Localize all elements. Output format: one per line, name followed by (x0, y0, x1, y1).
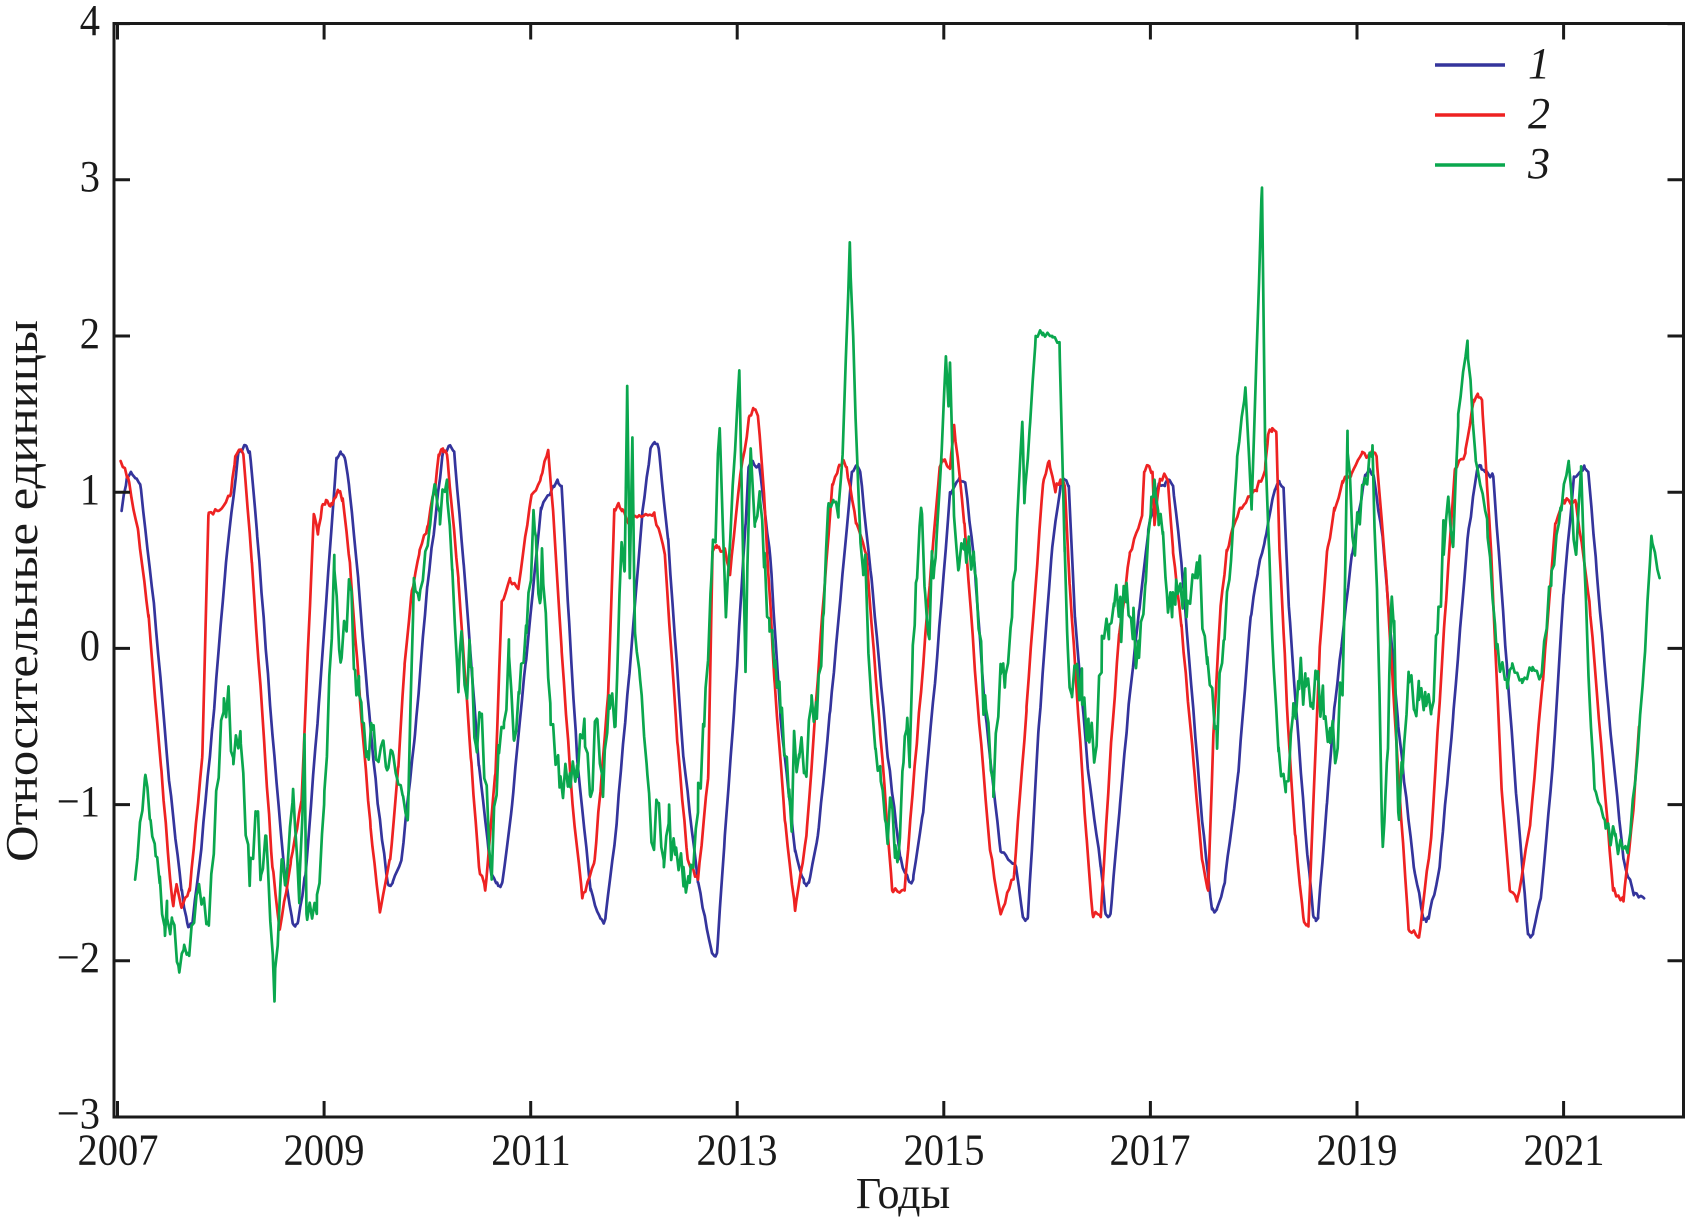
svg-text:2019: 2019 (1317, 1126, 1398, 1175)
svg-text:2017: 2017 (1110, 1126, 1191, 1175)
svg-text:2021: 2021 (1524, 1126, 1605, 1175)
svg-text:0: 0 (80, 621, 100, 670)
svg-text:−1: −1 (57, 777, 100, 826)
svg-text:2013: 2013 (697, 1126, 778, 1175)
svg-text:1: 1 (1528, 39, 1550, 88)
svg-text:−2: −2 (57, 933, 100, 982)
svg-text:2007: 2007 (78, 1126, 159, 1175)
svg-text:3: 3 (80, 152, 100, 201)
svg-text:2: 2 (1528, 89, 1550, 138)
svg-text:Годы: Годы (856, 1169, 950, 1218)
svg-text:Относительные единицы: Относительные единицы (0, 320, 47, 862)
svg-text:2015: 2015 (904, 1126, 985, 1175)
svg-text:−3: −3 (57, 1089, 100, 1138)
svg-text:2009: 2009 (284, 1126, 365, 1175)
svg-text:3: 3 (1527, 139, 1550, 188)
svg-text:2: 2 (80, 309, 100, 358)
svg-text:1: 1 (80, 465, 100, 514)
svg-text:4: 4 (80, 0, 100, 45)
svg-text:2011: 2011 (491, 1126, 570, 1175)
